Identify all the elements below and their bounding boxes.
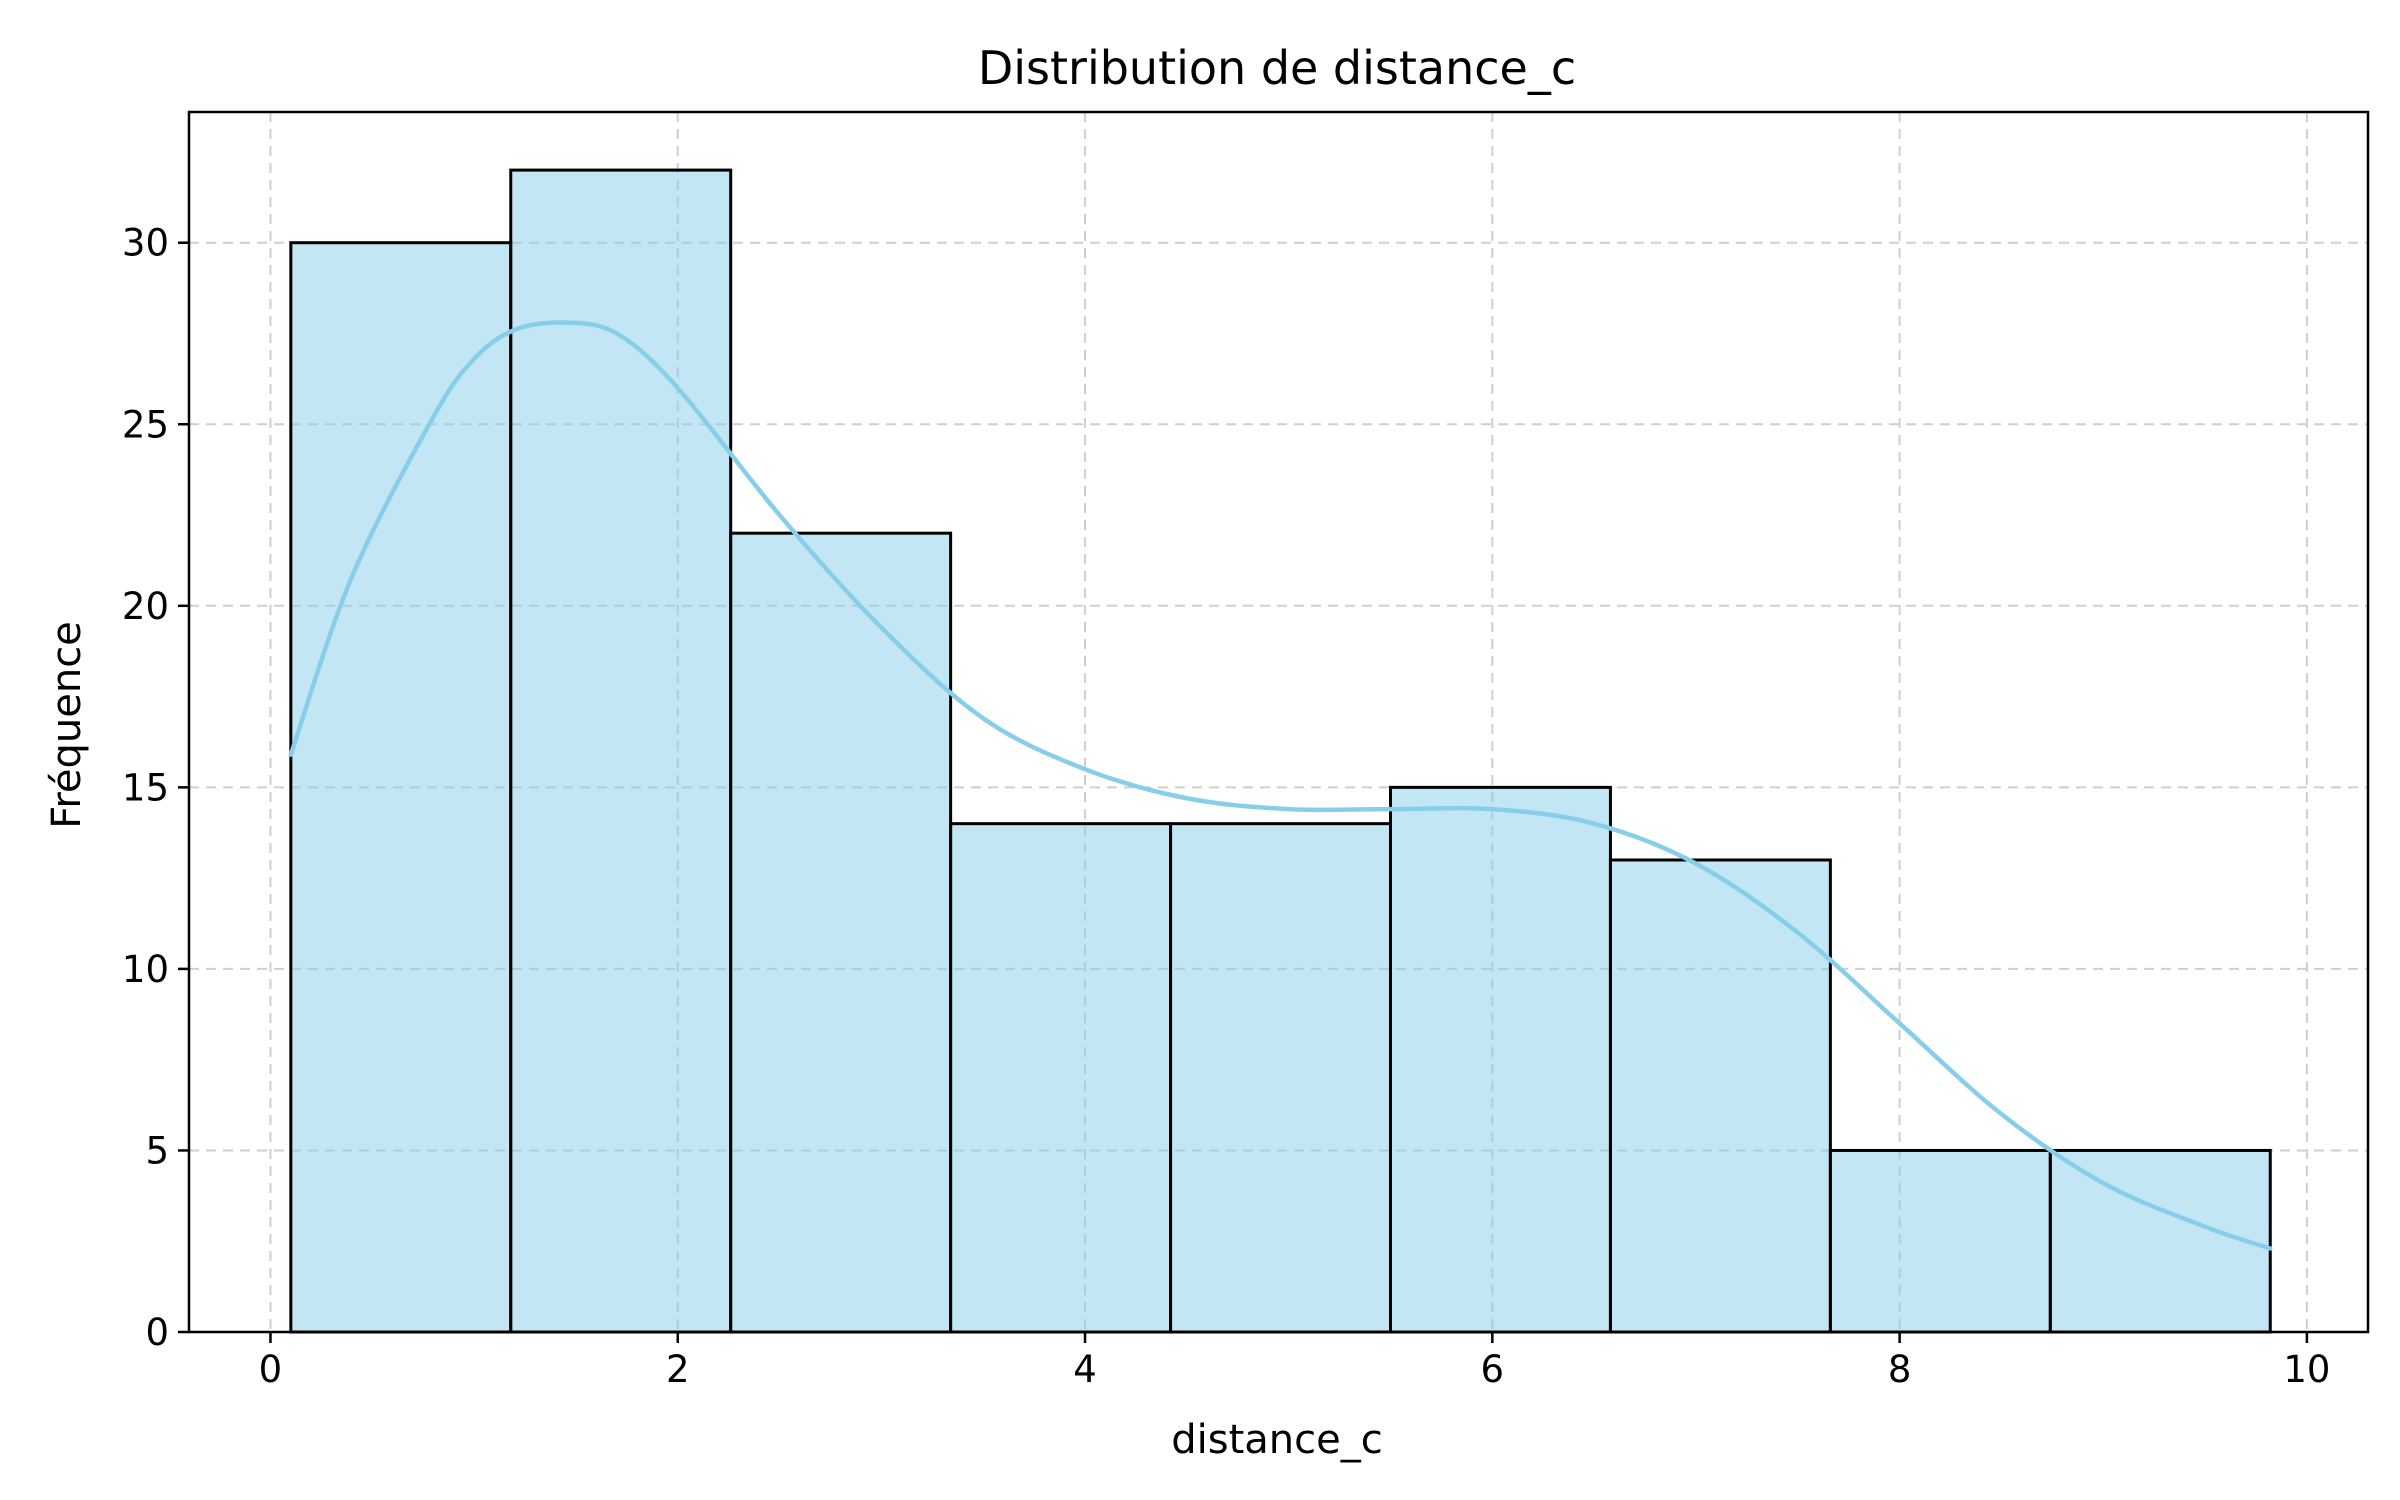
histogram-bar (2048, 1148, 2272, 1334)
y-tick-label: 30 (122, 222, 169, 265)
histogram-bar (729, 531, 953, 1334)
y-tick-label: 10 (122, 948, 169, 991)
x-tick-label: 10 (2283, 1348, 2330, 1391)
histogram-bars (289, 168, 2272, 1334)
histogram-bar (289, 241, 513, 1334)
y-tick-label: 20 (122, 585, 169, 628)
y-axis-ticks: 0 5 10 15 20 25 30 (122, 222, 189, 1354)
histogram-bar (1828, 1148, 2052, 1334)
histogram-bar (1169, 822, 1393, 1334)
x-tick-label: 6 (1481, 1348, 1505, 1391)
y-tick-label: 15 (122, 766, 169, 809)
histogram-bar (949, 822, 1173, 1334)
x-tick-label: 4 (1073, 1348, 1097, 1391)
plot-frame (187, 110, 2370, 1334)
histogram-bar (1389, 785, 1612, 1334)
chart-title: Distribution de distance_c (978, 41, 1576, 95)
y-tick-label: 25 (122, 403, 169, 446)
x-axis-ticks: 0 2 4 6 8 10 (259, 1332, 2330, 1391)
x-tick-label: 8 (1888, 1348, 1912, 1391)
x-axis-label: distance_c (1171, 1417, 1382, 1463)
y-axis-label: Fréquence (44, 621, 90, 829)
y-tick-label: 5 (145, 1129, 169, 1172)
kde-density-line (288, 320, 2273, 1251)
y-tick-label: 0 (145, 1311, 169, 1354)
x-tick-label: 2 (666, 1348, 690, 1391)
histogram-bar (509, 168, 733, 1334)
x-tick-label: 0 (259, 1348, 283, 1391)
